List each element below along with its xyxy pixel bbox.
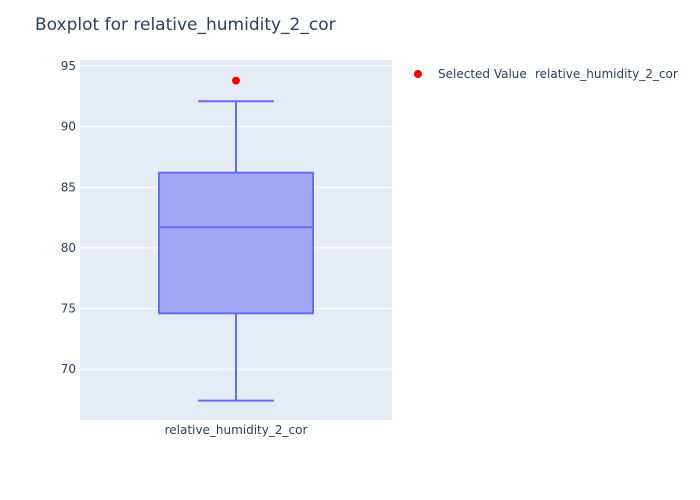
chart-title: Boxplot for relative_humidity_2_cor [35,15,336,35]
legend-item-box[interactable]: relative_humidity_2_cor [535,67,678,81]
selected-value-point [232,76,240,85]
x-tick-label: relative_humidity_2_cor [165,423,308,437]
legend-item-selected-value[interactable]: Selected Value [414,67,527,81]
y-tick-label-95: 95 [61,59,76,73]
y-axis-ticks: 70 75 80 85 90 95 [61,59,76,376]
y-tick-label-70: 70 [61,362,76,376]
legend-marker-selected-value [414,70,422,78]
y-tick-label-75: 75 [61,301,76,315]
legend-label-selected-value: Selected Value [438,67,527,81]
y-tick-label-90: 90 [61,120,76,134]
box-trace[interactable] [158,100,314,402]
selected-value-trace[interactable] [232,76,240,85]
interquartile-box [158,171,314,315]
y-tick-label-85: 85 [61,180,76,194]
y-tick-label-80: 80 [61,241,76,255]
legend-label-box: relative_humidity_2_cor [535,67,678,81]
legend: Selected Value relative_humidity_2_cor [414,67,678,81]
